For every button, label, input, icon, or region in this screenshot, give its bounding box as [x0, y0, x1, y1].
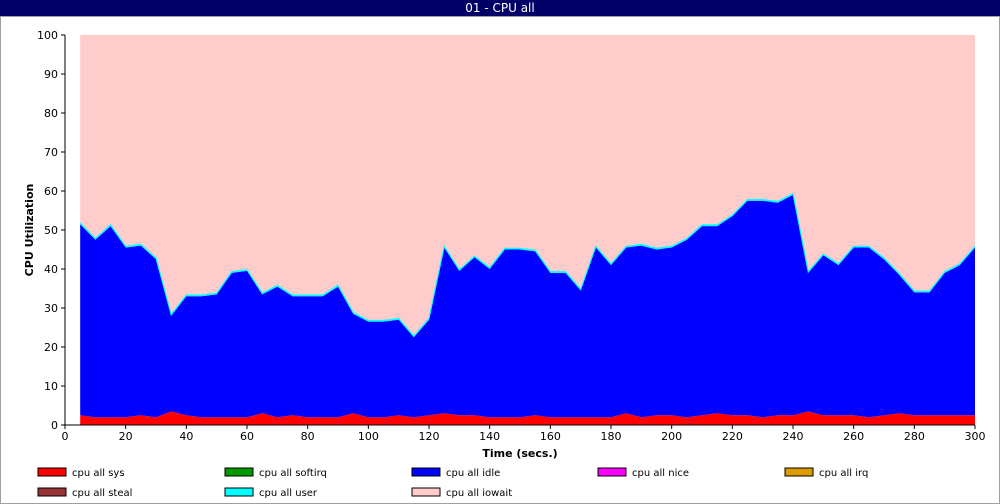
stacked-areas [79, 35, 976, 425]
area-cpu-all-iowait [80, 35, 975, 337]
legend-label-cpu-all-user: cpu all user [259, 488, 318, 499]
chart-title-bar: 01 - CPU all [0, 0, 1000, 16]
y-tick-label: 50 [44, 224, 58, 237]
legend-label-cpu-all-idle: cpu all idle [446, 468, 500, 479]
x-tick-label: 180 [601, 430, 622, 443]
x-tick-label: 200 [661, 430, 682, 443]
y-tick-label: 30 [44, 302, 58, 315]
x-tick-label: 160 [540, 430, 561, 443]
legend-label-cpu-all-sys: cpu all sys [72, 468, 125, 479]
area-cpu-all-sys [80, 411, 975, 425]
x-axis-label: Time (secs.) [482, 447, 557, 460]
x-tick-label: 0 [62, 430, 69, 443]
y-axis-ticks: 0 10 20 30 40 50 60 70 80 90 100 [37, 29, 65, 432]
y-tick-label: 100 [37, 29, 58, 42]
y-tick-label: 40 [44, 263, 58, 276]
y-tick-label: 0 [51, 419, 58, 432]
legend-swatch-cpu-all-irq [784, 467, 814, 477]
y-tick-label: 70 [44, 146, 58, 159]
x-axis-ticks: 0 20 40 60 80 100 120 140 160 180 200 220 240 260 280 3… [62, 425, 986, 443]
legend-swatch-cpu-all-steal [37, 487, 67, 497]
x-tick-label: 20 [119, 430, 133, 443]
legend-swatch-cpu-all-nice [597, 467, 627, 477]
legend-label-cpu-all-irq: cpu all irq [819, 468, 868, 479]
area-cpu-all-idle [80, 194, 975, 418]
y-tick-label: 80 [44, 107, 58, 120]
legend-label-cpu-all-steal: cpu all steal [72, 488, 132, 499]
y-tick-label: 60 [44, 185, 58, 198]
user-boundary-line [79, 192, 976, 338]
x-tick-label: 260 [843, 430, 864, 443]
legend-label-cpu-all-nice: cpu all nice [632, 468, 689, 479]
y-tick-label: 90 [44, 68, 58, 81]
x-tick-label: 100 [358, 430, 379, 443]
legend-swatch-cpu-all-softirq [224, 467, 254, 477]
legend-swatch-cpu-all-sys [37, 467, 67, 477]
legend-swatch-cpu-all-iowait [411, 487, 441, 497]
x-tick-label: 140 [479, 430, 500, 443]
x-tick-label: 240 [783, 430, 804, 443]
x-tick-label: 80 [301, 430, 315, 443]
legend-swatch-cpu-all-idle [411, 467, 441, 477]
window-title: 01 - CPU all [465, 1, 535, 15]
x-tick-label: 220 [722, 430, 743, 443]
legend-label-cpu-all-iowait: cpu all iowait [446, 488, 512, 499]
y-axis-label: CPU Utilization [23, 184, 36, 277]
legend: cpu all sys cpu all softirq cpu all idle cp… [37, 467, 868, 499]
x-tick-label: 40 [179, 430, 193, 443]
legend-label-cpu-all-softirq: cpu all softirq [259, 468, 327, 479]
x-tick-label: 60 [240, 430, 254, 443]
y-tick-label: 20 [44, 341, 58, 354]
y-tick-label: 10 [44, 380, 58, 393]
x-tick-label: 280 [904, 430, 925, 443]
x-tick-label: 120 [419, 430, 440, 443]
legend-swatch-cpu-all-user [224, 487, 254, 497]
x-tick-label: 300 [965, 430, 986, 443]
